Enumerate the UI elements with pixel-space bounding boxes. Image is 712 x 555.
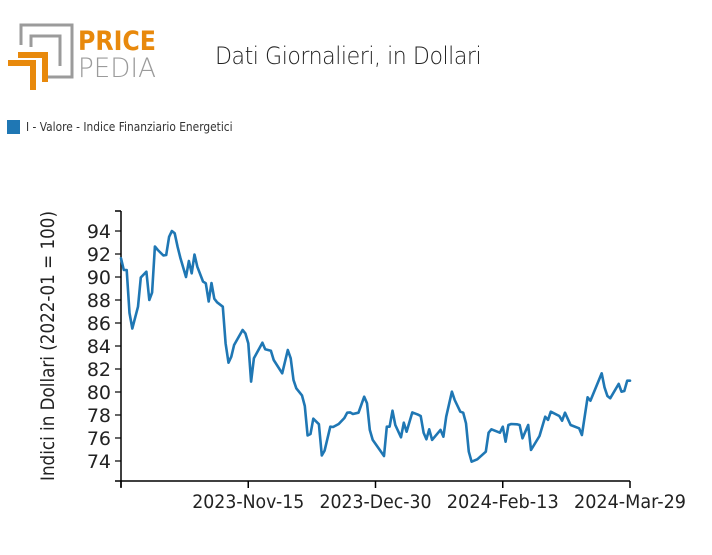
series-group <box>119 229 632 464</box>
x-tick-label: 2024-Feb-13 <box>447 491 559 513</box>
logo-word-price: PRICE <box>78 26 156 57</box>
y-tick-label: 78 <box>87 405 111 427</box>
y-axis-label: Indici in Dollari (2022-01 = 100) <box>37 211 59 481</box>
logo-orange-bracket-2 <box>8 60 36 90</box>
x-axis: 2023-Nov-15 2023-Dec-30 2024-Feb-13 2024-Ma… <box>115 480 686 513</box>
y-tick-label: 86 <box>87 313 111 335</box>
legend[interactable]: I - Valore - Indice Finanziario Energeti… <box>7 119 269 134</box>
legend-label: I - Valore - Indice Finanziario Energeti… <box>26 119 233 134</box>
y-tick-label: 92 <box>87 244 111 266</box>
x-tick-label: 2024-Mar-29 <box>574 491 686 513</box>
series-line <box>119 229 632 464</box>
pricepedia-logo: PRICE PEDIA <box>8 23 156 90</box>
y-tick-label: 82 <box>87 359 111 381</box>
x-tick-label: 2023-Dec-30 <box>320 491 432 513</box>
y-tick-label: 90 <box>87 267 111 289</box>
logo-mark <box>8 23 74 90</box>
y-tick-label: 74 <box>87 451 111 473</box>
logo-inner-square <box>29 34 62 66</box>
logo-outer-square <box>19 23 74 79</box>
x-tick-label: 2023-Nov-15 <box>192 491 304 513</box>
chart-title: Dati Giornalieri, in Dollari <box>215 42 482 70</box>
y-tick-label: 76 <box>87 428 111 450</box>
y-tick-label: 88 <box>87 290 111 312</box>
logo-orange-bracket-1 <box>18 52 48 82</box>
legend-swatch <box>7 119 20 134</box>
y-tick-label: 94 <box>87 221 111 243</box>
logo-word-pedia: PEDIA <box>78 53 156 84</box>
y-tick-label: 84 <box>87 336 111 358</box>
y-tick-label: 80 <box>87 382 111 404</box>
